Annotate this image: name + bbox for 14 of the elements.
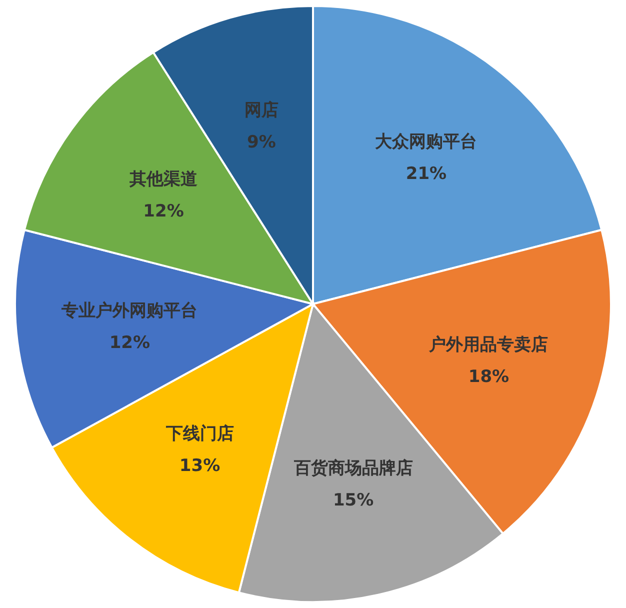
data-label: 15% bbox=[332, 490, 374, 510]
slice-label: 户外用品专卖店 bbox=[428, 335, 548, 356]
data-label: 13% bbox=[179, 456, 220, 476]
data-label: 9% bbox=[247, 132, 276, 153]
slice-label: 大众网购平台 bbox=[375, 132, 478, 152]
data-label: 21% bbox=[406, 164, 447, 184]
slice-label: 专业户外网购平台 bbox=[60, 301, 198, 322]
data-label: 12% bbox=[143, 201, 184, 222]
slice-label: 百货商场品牌店 bbox=[292, 458, 413, 478]
data-label: 18% bbox=[468, 367, 510, 388]
slice-label: 下线门店 bbox=[164, 424, 234, 444]
data-label: 12% bbox=[109, 333, 150, 354]
slice-label: 网店 bbox=[244, 100, 278, 121]
slice-label: 其他渠道 bbox=[128, 169, 198, 190]
